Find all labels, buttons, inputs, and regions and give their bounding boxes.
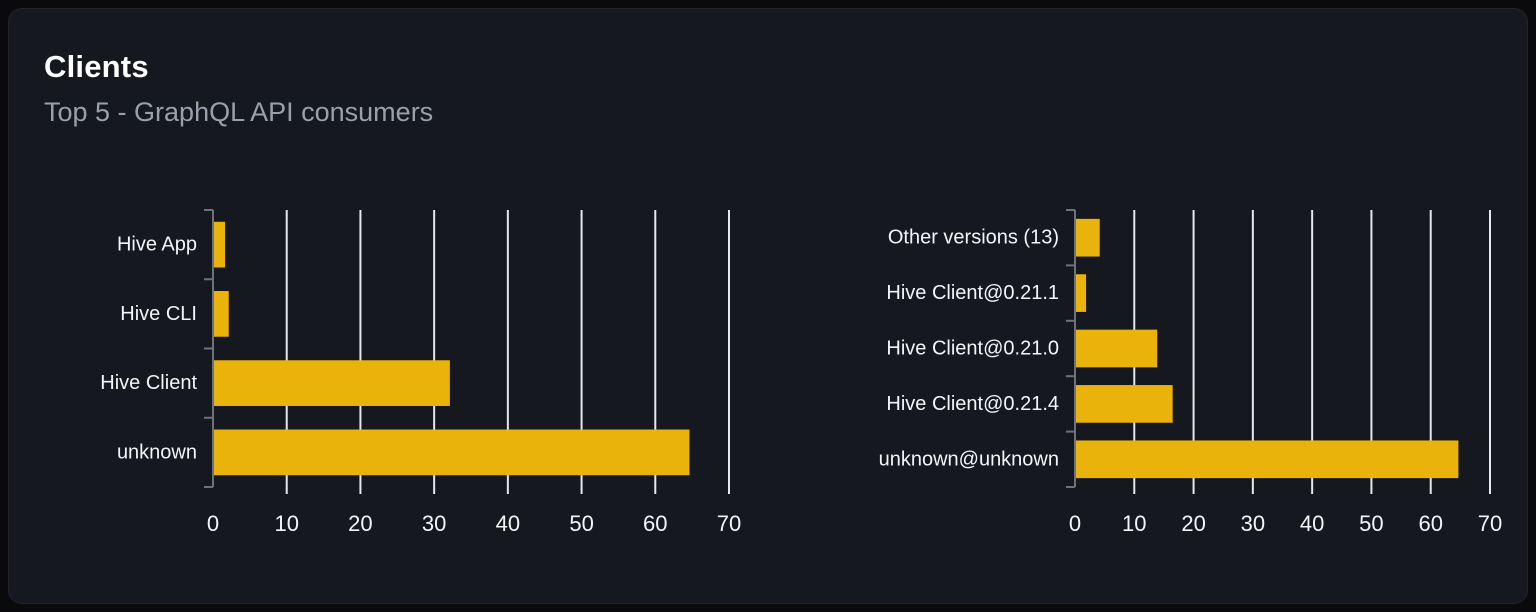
bar-unknown[interactable] — [214, 429, 690, 476]
bar-hive-client-0-21-0[interactable] — [1076, 329, 1158, 368]
bar-hive-client-0-21-1[interactable] — [1076, 274, 1087, 312]
bar-hive-app[interactable] — [214, 221, 226, 268]
x-tick-label: 50 — [1359, 511, 1383, 536]
card-header: Clients Top 5 - GraphQL API consumers — [44, 49, 433, 128]
category-label: Hive Client — [100, 372, 197, 394]
category-label: unknown@unknown — [879, 448, 1059, 470]
category-label: Hive Client@0.21.1 — [886, 282, 1059, 304]
x-tick-label: 0 — [1069, 511, 1081, 536]
x-tick-label: 10 — [1122, 511, 1146, 536]
bar-hive-cli[interactable] — [214, 291, 229, 337]
x-tick-label: 50 — [569, 511, 593, 536]
x-tick-label: 60 — [643, 511, 667, 536]
card-title: Clients — [44, 49, 149, 84]
x-tick-label: 30 — [1241, 511, 1265, 536]
x-tick-label: 40 — [1300, 511, 1324, 536]
x-tick-label: 70 — [717, 511, 741, 536]
card-subtitle: Top 5 - GraphQL API consumers — [44, 97, 434, 127]
clients-card: Clients Top 5 - GraphQL API consumers — [8, 8, 1528, 604]
bar-unknown-unknown[interactable] — [1076, 440, 1459, 479]
category-label: Hive CLI — [120, 303, 197, 325]
category-label: unknown — [117, 441, 197, 463]
category-label: Hive Client@0.21.0 — [886, 338, 1059, 360]
x-tick-label: 40 — [496, 511, 520, 536]
category-label: Hive App — [117, 234, 197, 256]
bar-other-versions-13-[interactable] — [1076, 218, 1100, 257]
bar-hive-client-0-21-4[interactable] — [1076, 385, 1173, 423]
x-tick-label: 10 — [274, 511, 298, 536]
x-tick-label: 20 — [348, 511, 372, 536]
x-tick-label: 60 — [1418, 511, 1442, 536]
x-tick-label: 70 — [1478, 511, 1502, 536]
category-label: Hive Client@0.21.4 — [886, 393, 1059, 415]
clients-chart: Hive App Hive CLI Hive Client unknown 0 10 20 3… — [100, 209, 741, 536]
x-tick-label: 20 — [1181, 511, 1205, 536]
bar-hive-client[interactable] — [214, 360, 450, 406]
x-tick-label: 0 — [207, 511, 219, 536]
x-tick-label: 30 — [422, 511, 446, 536]
category-label: Other versions (13) — [888, 227, 1059, 249]
client-versions-chart: Other versions (13) Hive Client@0.21.1 Hiv… — [879, 209, 1502, 536]
